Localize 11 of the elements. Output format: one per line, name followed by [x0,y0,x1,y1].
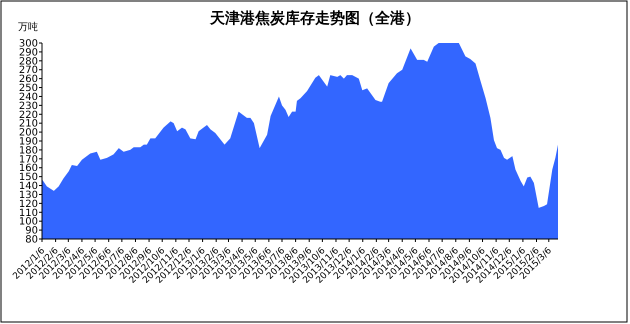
y-tick-label: 180 [18,145,38,156]
y-tick-label: 300 [18,38,38,50]
y-tick-label: 130 [18,190,38,201]
y-axis-title: 万吨 [18,21,38,33]
y-tick-label: 80 [25,234,38,246]
y-tick-label: 290 [18,47,38,58]
y-tick-label: 120 [18,198,38,210]
y-tick-label: 190 [18,136,38,148]
y-tick-label: 240 [18,92,38,103]
y-tick-label: 230 [18,100,38,112]
chart-title: 天津港焦炭库存走势图（全港） [209,9,420,27]
